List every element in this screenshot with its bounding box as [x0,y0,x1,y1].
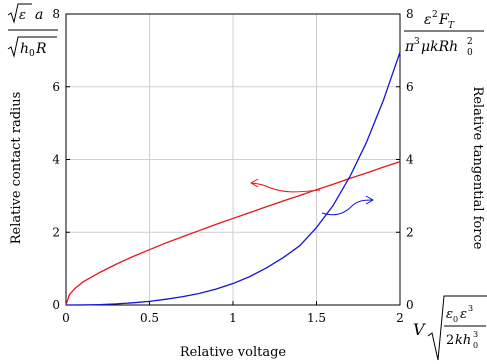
y-tick-label-right: 0 [406,298,414,312]
svg-text:ε: ε [446,307,453,322]
right-axis-arrow [321,195,375,216]
left-axis-unit-formula: ε a h 0 R [7,3,58,59]
svg-text:kh: kh [455,333,471,348]
left-axis-arrow [249,178,321,193]
svg-text:0: 0 [29,49,35,59]
x-tick-label: 0.5 [140,311,159,325]
series-group [65,51,401,306]
svg-text:ε: ε [424,12,432,28]
svg-text:R: R [35,41,47,57]
y-tick-label-left: 4 [52,153,60,167]
svg-text:3: 3 [473,330,478,339]
svg-text:0: 0 [467,48,473,58]
svg-text:2: 2 [467,37,473,47]
svg-text:0: 0 [473,341,478,350]
svg-text:ε: ε [460,307,467,322]
svg-text:0: 0 [453,315,458,324]
y-axis-label-left: Relative contact radius [9,92,24,245]
x-tick-label: 0 [62,311,70,325]
x-tick-label: 1.5 [307,311,326,325]
svg-text:2: 2 [446,333,454,348]
svg-text:V: V [413,320,426,339]
svg-text:3: 3 [468,304,473,313]
grid [66,14,400,305]
y-axis-label-right: Relative tangential force [470,87,485,250]
y-tick-label-right: 6 [406,80,414,94]
svg-text:T: T [448,21,455,31]
svg-text:3: 3 [414,37,420,47]
y-tick-label-right: 4 [406,153,414,167]
contact-radius-line [65,161,401,306]
svg-text:a: a [35,7,43,23]
x-axis-unit-formula: V ε 0 ε 3 2 kh 3 0 [413,295,487,361]
y-tick-label-left: 0 [52,298,60,312]
svg-text:π: π [404,39,415,55]
x-axis-label: Relative voltage [180,345,287,360]
y-tick-label-right: 8 [406,7,414,21]
tangential-force-line [65,51,401,306]
svg-text:h: h [20,41,29,57]
y-tick-label-right: 2 [406,225,414,239]
y-tick-label-left: 6 [52,80,60,94]
svg-text:2: 2 [432,10,438,20]
y-tick-label-left: 8 [52,7,60,21]
y-tick-label-left: 2 [52,225,60,239]
x-tick-label: 1 [229,311,237,325]
svg-text:μkRh: μkRh [421,39,458,55]
svg-text:F: F [438,12,450,28]
right-axis-unit-formula: ε 2 F T π 3 μkRh 2 0 [404,10,484,58]
x-tick-label: 2 [396,311,404,325]
svg-text:ε: ε [19,8,26,23]
